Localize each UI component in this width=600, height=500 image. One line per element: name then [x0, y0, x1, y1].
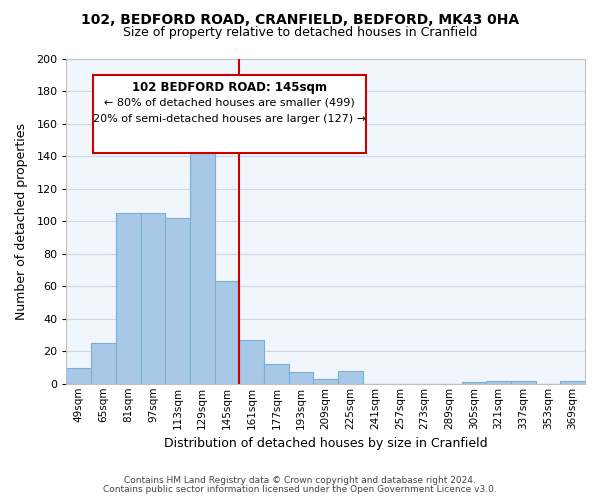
- Text: 102 BEDFORD ROAD: 145sqm: 102 BEDFORD ROAD: 145sqm: [132, 81, 327, 94]
- Bar: [239, 340, 264, 384]
- Text: Contains public sector information licensed under the Open Government Licence v3: Contains public sector information licen…: [103, 484, 497, 494]
- Bar: [338, 371, 363, 384]
- Text: 20% of semi-detached houses are larger (127) →: 20% of semi-detached houses are larger (…: [93, 114, 366, 124]
- Y-axis label: Number of detached properties: Number of detached properties: [15, 123, 28, 320]
- Bar: [486, 380, 511, 384]
- Bar: [215, 282, 239, 384]
- Text: ← 80% of detached houses are smaller (499): ← 80% of detached houses are smaller (49…: [104, 98, 355, 108]
- Bar: [461, 382, 486, 384]
- Bar: [91, 343, 116, 384]
- X-axis label: Distribution of detached houses by size in Cranfield: Distribution of detached houses by size …: [164, 437, 488, 450]
- Bar: [560, 380, 585, 384]
- Bar: [511, 380, 536, 384]
- Bar: [165, 218, 190, 384]
- Text: Contains HM Land Registry data © Crown copyright and database right 2024.: Contains HM Land Registry data © Crown c…: [124, 476, 476, 485]
- Bar: [289, 372, 313, 384]
- Bar: [116, 214, 140, 384]
- Bar: [140, 214, 165, 384]
- Bar: [67, 368, 91, 384]
- Text: 102, BEDFORD ROAD, CRANFIELD, BEDFORD, MK43 0HA: 102, BEDFORD ROAD, CRANFIELD, BEDFORD, M…: [81, 12, 519, 26]
- Bar: [313, 379, 338, 384]
- Text: Size of property relative to detached houses in Cranfield: Size of property relative to detached ho…: [123, 26, 477, 39]
- Bar: [190, 137, 215, 384]
- Bar: [264, 364, 289, 384]
